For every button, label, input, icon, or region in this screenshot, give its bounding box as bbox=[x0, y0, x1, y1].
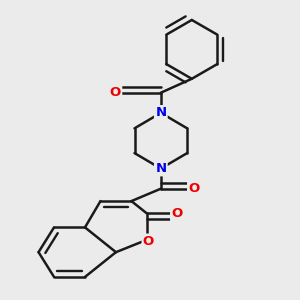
Text: N: N bbox=[155, 162, 167, 175]
Text: O: O bbox=[143, 235, 154, 248]
Text: O: O bbox=[171, 207, 183, 220]
Text: N: N bbox=[155, 106, 167, 119]
Text: O: O bbox=[110, 86, 121, 99]
Text: O: O bbox=[188, 182, 200, 195]
